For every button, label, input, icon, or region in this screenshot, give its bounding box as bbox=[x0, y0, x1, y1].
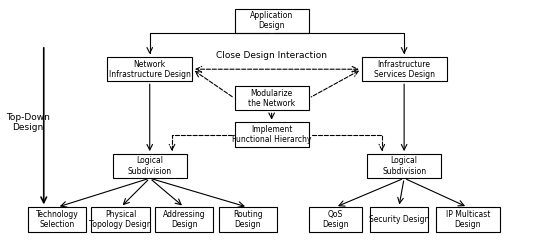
Text: Physical
Topology Design: Physical Topology Design bbox=[89, 210, 152, 229]
FancyBboxPatch shape bbox=[235, 9, 309, 33]
Text: Implement
Functional Hierarchy: Implement Functional Hierarchy bbox=[232, 125, 312, 144]
Text: Infrastructure
Services Design: Infrastructure Services Design bbox=[373, 60, 435, 79]
FancyBboxPatch shape bbox=[108, 57, 192, 81]
Text: Routing
Design: Routing Design bbox=[233, 210, 263, 229]
FancyBboxPatch shape bbox=[370, 207, 428, 232]
Text: Addressing
Design: Addressing Design bbox=[163, 210, 206, 229]
Text: Close Design Interaction: Close Design Interaction bbox=[216, 51, 327, 60]
FancyBboxPatch shape bbox=[235, 122, 309, 147]
FancyBboxPatch shape bbox=[28, 207, 86, 232]
Text: Logical
Subdivision: Logical Subdivision bbox=[128, 156, 172, 176]
Text: Top-Down
Design: Top-Down Design bbox=[6, 113, 50, 132]
Text: IP Multicast
Design: IP Multicast Design bbox=[445, 210, 490, 229]
Text: Application
Design: Application Design bbox=[250, 11, 293, 30]
Text: Logical
Subdivision: Logical Subdivision bbox=[382, 156, 426, 176]
FancyBboxPatch shape bbox=[436, 207, 499, 232]
FancyBboxPatch shape bbox=[218, 207, 277, 232]
Text: QoS
Design: QoS Design bbox=[322, 210, 349, 229]
Text: Modularize
the Network: Modularize the Network bbox=[248, 89, 295, 108]
FancyBboxPatch shape bbox=[362, 57, 447, 81]
FancyBboxPatch shape bbox=[91, 207, 150, 232]
FancyBboxPatch shape bbox=[155, 207, 214, 232]
FancyBboxPatch shape bbox=[235, 86, 309, 110]
FancyBboxPatch shape bbox=[309, 207, 362, 232]
Text: Security Design: Security Design bbox=[369, 215, 429, 224]
FancyBboxPatch shape bbox=[112, 154, 187, 178]
Text: Technology
Selection: Technology Selection bbox=[36, 210, 79, 229]
Text: Network
Infrastructure Design: Network Infrastructure Design bbox=[109, 60, 190, 79]
FancyBboxPatch shape bbox=[367, 154, 441, 178]
